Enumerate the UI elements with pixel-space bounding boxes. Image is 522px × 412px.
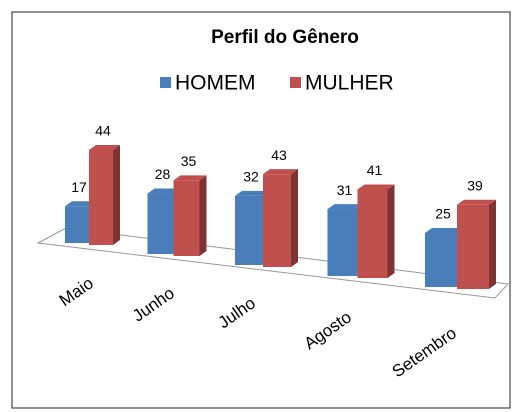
bar-top xyxy=(357,184,395,190)
bar xyxy=(327,209,358,276)
bar-top xyxy=(173,175,207,181)
legend-label: MULHER xyxy=(305,72,394,95)
bar-top xyxy=(425,228,464,234)
bar xyxy=(357,189,388,278)
bar-top xyxy=(235,190,270,196)
bar-top xyxy=(89,145,120,150)
bar-side xyxy=(199,175,207,256)
data-label: 25 xyxy=(435,206,451,222)
bar-top xyxy=(327,204,365,210)
bar-side xyxy=(291,169,298,267)
bar xyxy=(89,150,113,245)
data-label: 32 xyxy=(243,169,259,185)
bar-side xyxy=(489,199,496,289)
data-label: 31 xyxy=(337,182,353,198)
bar-top xyxy=(147,188,181,194)
chart-title: Perfil do Gênero xyxy=(211,27,359,48)
bar xyxy=(173,180,200,256)
bar-top xyxy=(263,169,298,175)
bar xyxy=(65,206,89,243)
bar xyxy=(263,174,291,267)
bar-top xyxy=(65,201,96,207)
bar xyxy=(457,204,489,289)
legend-label: HOMEM xyxy=(175,72,256,95)
bar-side xyxy=(387,184,395,278)
data-label: 39 xyxy=(467,177,483,193)
bar xyxy=(147,193,174,254)
bar-side xyxy=(113,145,120,245)
bar-top xyxy=(457,199,496,205)
data-label: 44 xyxy=(95,123,111,139)
bar xyxy=(235,195,263,265)
legend-swatch xyxy=(290,77,301,88)
data-label: 17 xyxy=(71,179,87,195)
bar xyxy=(425,233,457,287)
legend-swatch xyxy=(160,77,171,88)
data-label: 28 xyxy=(155,166,171,182)
data-label: 41 xyxy=(367,162,383,178)
data-label: 43 xyxy=(271,147,287,163)
data-label: 35 xyxy=(181,153,197,169)
